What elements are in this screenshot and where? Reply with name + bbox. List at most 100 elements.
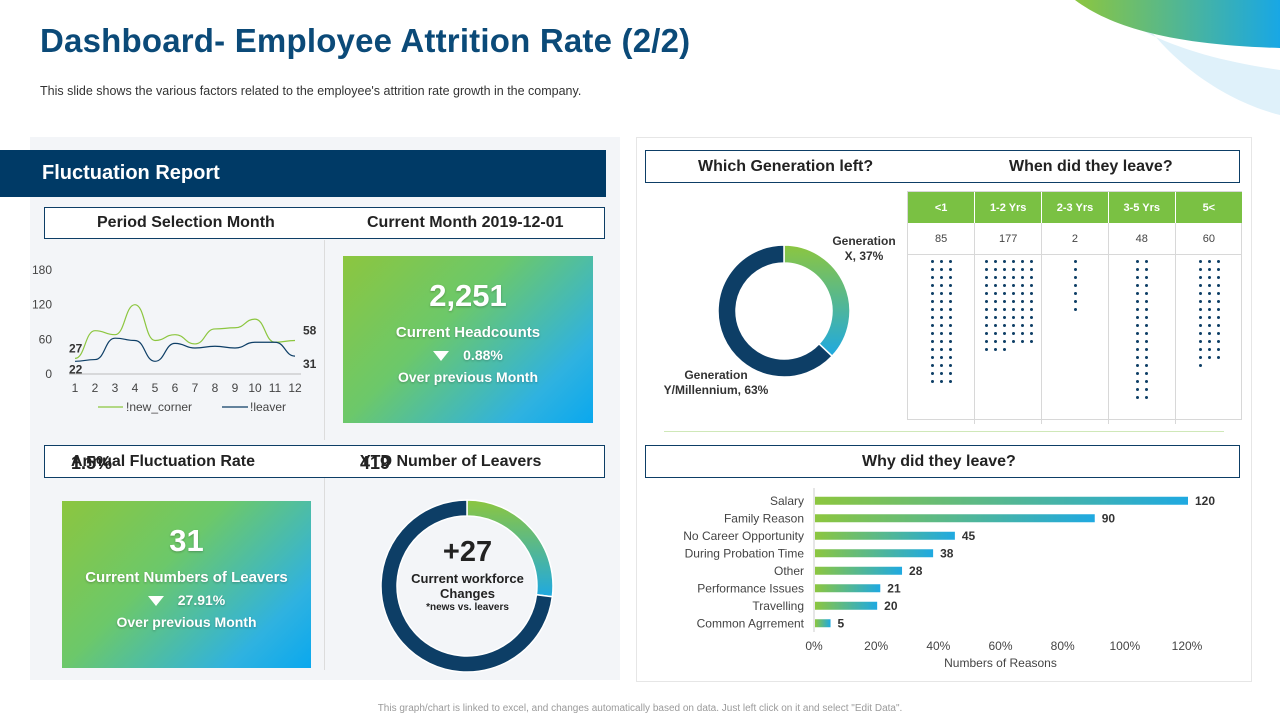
tenure-dot — [1145, 292, 1149, 295]
tenure-dot — [1002, 276, 1006, 279]
tenure-value-row: 85 177 2 48 60 — [908, 223, 1242, 255]
data-label: 22 — [69, 362, 83, 376]
tenure-dot — [1145, 364, 1149, 367]
tenure-dot — [1020, 332, 1024, 335]
bar-value-label: 45 — [962, 529, 976, 543]
tenure-dot — [993, 348, 997, 351]
tenure-dot — [940, 364, 944, 367]
tenure-dot — [1145, 332, 1149, 335]
tenure-dot — [931, 276, 935, 279]
tenure-dot — [1011, 324, 1015, 327]
tenure-value-cell: 85 — [908, 223, 976, 255]
tenure-dot — [1216, 340, 1220, 343]
tenure-dot — [1198, 324, 1202, 327]
tenure-dot — [1207, 260, 1211, 263]
legend-label: !leaver — [250, 400, 286, 414]
tenure-dot — [984, 260, 988, 263]
tenure-dot — [1216, 260, 1220, 263]
tenure-dot — [1145, 308, 1149, 311]
tenure-dots-cell — [908, 254, 976, 424]
tenure-dot — [1020, 292, 1024, 295]
tenure-dot — [1136, 348, 1140, 351]
tenure-dot — [1002, 340, 1006, 343]
tenure-dot — [931, 356, 935, 359]
tenure-dot — [1145, 268, 1149, 271]
tenure-dot — [1029, 260, 1033, 263]
tenure-dot — [1145, 340, 1149, 343]
tenure-dot — [1207, 276, 1211, 279]
fluctuation-header: Fluctuation Report — [0, 150, 606, 197]
tenure-dot — [1145, 380, 1149, 383]
tenure-dot — [931, 260, 935, 263]
tenure-dot — [940, 300, 944, 303]
tenure-dot — [1002, 332, 1006, 335]
x-tick-label: 12 — [288, 381, 302, 395]
page-title: Dashboard- Employee Attrition Rate (2/2) — [40, 22, 691, 59]
tenure-dot — [1198, 300, 1202, 303]
tenure-dot — [1198, 268, 1202, 271]
tenure-value-cell: 48 — [1108, 223, 1176, 255]
tenure-dots-cell — [1041, 254, 1109, 424]
leavers-change: 27.91% — [62, 592, 311, 608]
x-axis-title: Numbers of Reasons — [944, 656, 1057, 670]
tenure-dot — [1029, 292, 1033, 295]
tenure-dot — [1207, 332, 1211, 335]
tenure-dot — [1011, 308, 1015, 311]
tenure-dot — [1136, 260, 1140, 263]
period-box: Period Selection Month Current Month 201… — [44, 207, 605, 239]
annual-value: 1.5% — [71, 453, 113, 473]
bar — [815, 566, 903, 575]
headcount-card: 2,251 Current Headcounts 0.88% Over prev… — [343, 256, 593, 423]
bar-category-label: Family Reason — [724, 511, 804, 525]
tenure-dot — [1145, 260, 1149, 263]
tenure-dot — [940, 324, 944, 327]
tenure-dot — [984, 308, 988, 311]
tenure-dot — [1207, 268, 1211, 271]
tenure-dot — [993, 332, 997, 335]
tenure-dot — [1216, 308, 1220, 311]
bar-value-label: 21 — [887, 581, 901, 595]
tenure-dot — [931, 324, 935, 327]
tenure-dot — [1011, 340, 1015, 343]
tenure-dot — [949, 300, 953, 303]
headcount-sub: Over previous Month — [397, 369, 539, 385]
tenure-dots-cell — [974, 254, 1043, 424]
tenure-dot — [931, 300, 935, 303]
tenure-dot — [1020, 316, 1024, 319]
tenure-dot — [931, 348, 935, 351]
tenure-dot — [931, 364, 935, 367]
tenure-dot — [940, 308, 944, 311]
why-title: Why did they leave? — [862, 453, 1016, 470]
y-tick-label: 180 — [32, 263, 52, 277]
tenure-dot — [1011, 316, 1015, 319]
gen-x-label-2: X, 37% — [844, 249, 884, 263]
tenure-dot — [984, 348, 988, 351]
tenure-dot — [1136, 268, 1140, 271]
tenure-dot — [1207, 308, 1211, 311]
workforce-slice — [380, 499, 554, 673]
tenure-dot — [940, 268, 944, 271]
tenure-table: <1 1-2 Yrs 2-3 Yrs 3-5 Yrs 5< 85 177 2 4… — [908, 192, 1242, 424]
bar-value-label: 5 — [838, 616, 845, 630]
tenure-dot — [1020, 300, 1024, 303]
tenure-header-cell: 1-2 Yrs — [974, 192, 1043, 223]
tenure-header-cell: 3-5 Yrs — [1108, 192, 1176, 223]
x-tick-label: 8 — [212, 381, 219, 395]
when-title: When did they leave? — [1009, 158, 1173, 175]
generation-when-box: Which Generation left? When did they lea… — [645, 150, 1240, 183]
tenure-dot — [1011, 300, 1015, 303]
tenure-dot — [1198, 332, 1202, 335]
tenure-dot — [1029, 324, 1033, 327]
tenure-dot — [993, 316, 997, 319]
tenure-dot — [949, 276, 953, 279]
tenure-dot — [1002, 308, 1006, 311]
tenure-dot — [949, 260, 953, 263]
tenure-dot — [1002, 268, 1006, 271]
annual-box: Annual Fluctuation Rate 1.5% YTD Number … — [44, 445, 605, 478]
tenure-dot — [1198, 260, 1202, 263]
tenure-dot — [1136, 340, 1140, 343]
tenure-dot — [993, 268, 997, 271]
tenure-dot — [1011, 332, 1015, 335]
tenure-dot — [1136, 316, 1140, 319]
tenure-dot — [1002, 284, 1006, 287]
